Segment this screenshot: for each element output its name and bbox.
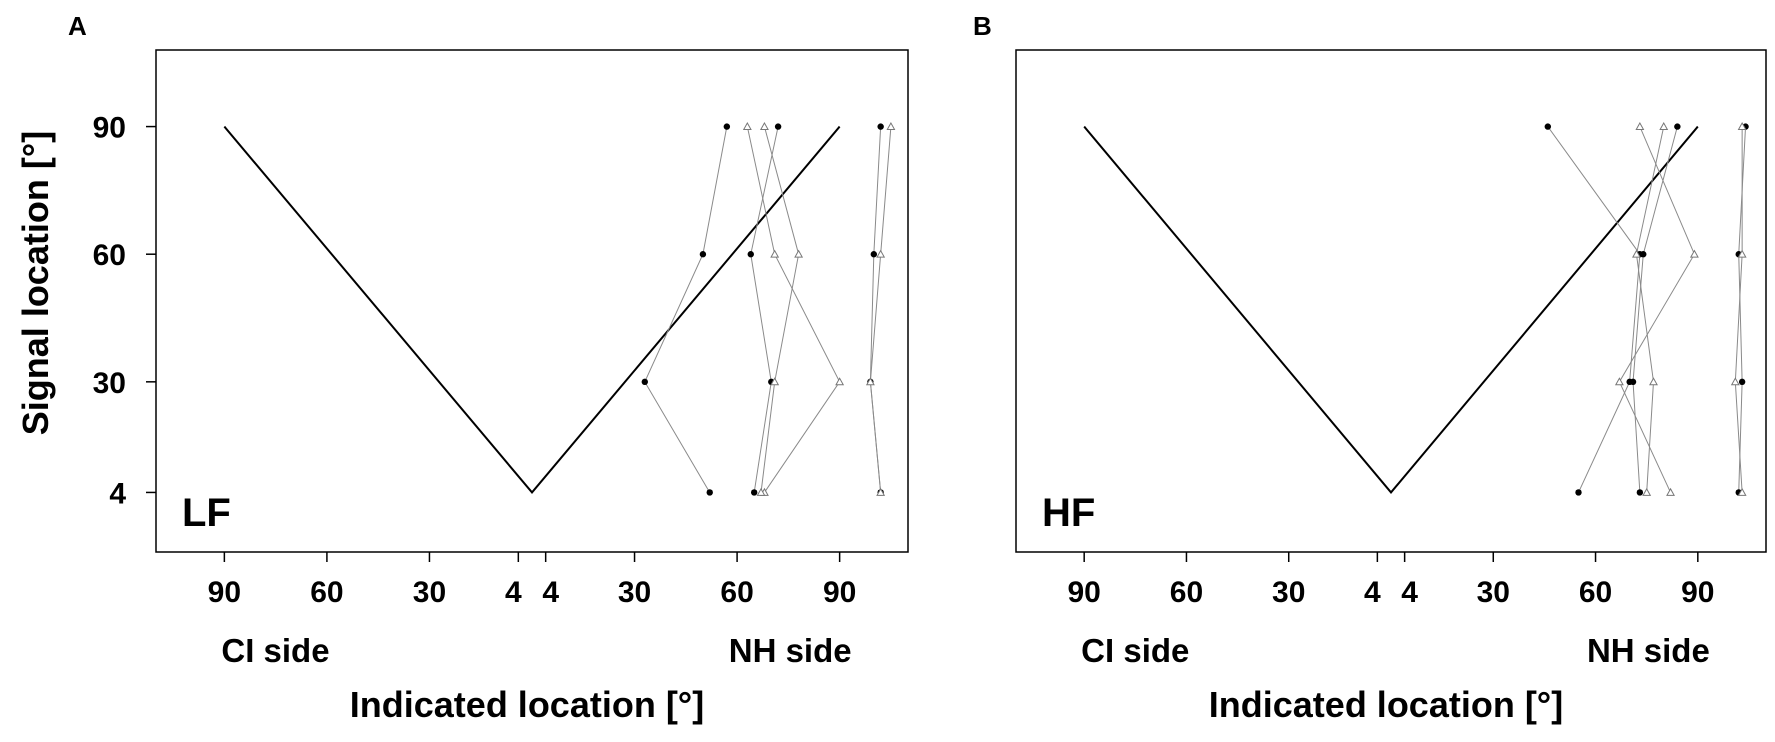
x-tick-label: 30 [1477, 576, 1510, 609]
data-point [1659, 121, 1669, 130]
data-point [1730, 377, 1740, 386]
data-point [770, 249, 780, 258]
data-point [876, 487, 886, 496]
data-point [1635, 121, 1645, 130]
data-point [1636, 489, 1644, 496]
series-line [760, 126, 800, 493]
series-line [1547, 126, 1641, 493]
data-point [774, 123, 782, 130]
data-point [1614, 377, 1624, 386]
data-point [1674, 123, 1681, 130]
data-point [770, 377, 780, 386]
data-point [1666, 487, 1675, 496]
series-line [644, 126, 728, 493]
data-point [742, 121, 752, 130]
panel-letter: B [973, 11, 992, 41]
condition-label: HF [1042, 491, 1095, 535]
data-point [756, 487, 766, 496]
y-tick-label: 30 [93, 367, 126, 400]
series-line [746, 126, 841, 493]
data-point [1689, 249, 1699, 258]
series-line [869, 126, 892, 493]
x-tick-label: 60 [720, 576, 753, 609]
x-tick-label: 4 [1401, 576, 1418, 609]
y-tick-label: 4 [109, 477, 126, 510]
plot-frame [1015, 49, 1767, 553]
x-tick-label: 4 [542, 576, 559, 609]
data-point [1737, 487, 1747, 496]
data-point [886, 121, 896, 130]
panel-letter: A [68, 11, 87, 41]
data-point [1737, 249, 1747, 258]
data-point [1640, 251, 1647, 258]
data-point [699, 251, 707, 258]
data-point [876, 249, 886, 258]
data-point [1642, 487, 1652, 496]
panel-b: B 90 60 30 4 4 30 60 90 CI side NH side Indicated l… [973, 11, 1767, 725]
series-line [750, 126, 779, 493]
data-point [723, 123, 731, 130]
x-tick-label: 90 [1681, 576, 1714, 609]
x-tick-label: 60 [1579, 576, 1612, 609]
data-point [1738, 378, 1746, 386]
x-axis-label: Indicated location [°] [350, 684, 704, 725]
y-axis-label: Signal location [°] [15, 131, 56, 435]
series-line [1734, 126, 1743, 493]
x-axis-label: Indicated location [°] [1209, 684, 1563, 725]
data-point [865, 377, 875, 386]
condition-label: LF [182, 491, 231, 535]
reference-line [1083, 125, 1699, 494]
data-point [877, 123, 884, 130]
x-side-label-nh: NH side [1587, 632, 1710, 669]
x-side-label-ci: CI side [1081, 632, 1189, 669]
data-point [747, 251, 754, 258]
series-line [1632, 126, 1678, 493]
data-point [1544, 123, 1552, 130]
data-point [794, 249, 804, 258]
data-point [759, 121, 769, 130]
data-point [706, 489, 713, 496]
data-point [1737, 121, 1747, 130]
y-tick-label: 90 [93, 112, 126, 145]
data-point [641, 378, 648, 386]
x-tick-label: 60 [310, 576, 343, 609]
data-point [1629, 378, 1637, 386]
x-tick-label: 90 [1067, 576, 1100, 609]
x-tick-label: 30 [618, 576, 651, 609]
x-tick-label: 4 [1364, 576, 1381, 609]
x-tick-label: 60 [1170, 576, 1203, 609]
data-point [835, 377, 845, 386]
data-point [1632, 249, 1641, 258]
reference-line [223, 125, 841, 494]
series-line [1618, 126, 1695, 493]
y-tick-label: 60 [93, 239, 126, 272]
data-point [750, 489, 758, 496]
data-point [870, 251, 878, 258]
x-side-label-ci: CI side [221, 632, 329, 669]
data-point [1575, 489, 1582, 496]
x-tick-label: 90 [208, 576, 241, 609]
x-tick-label: 4 [505, 576, 522, 609]
x-tick-label: 30 [413, 576, 446, 609]
x-tick-label: 30 [1272, 576, 1305, 609]
x-tick-label: 90 [823, 576, 856, 609]
plot-frame [155, 49, 909, 553]
data-point [1649, 377, 1658, 386]
series-line [1635, 126, 1665, 493]
x-side-label-nh: NH side [729, 632, 852, 669]
